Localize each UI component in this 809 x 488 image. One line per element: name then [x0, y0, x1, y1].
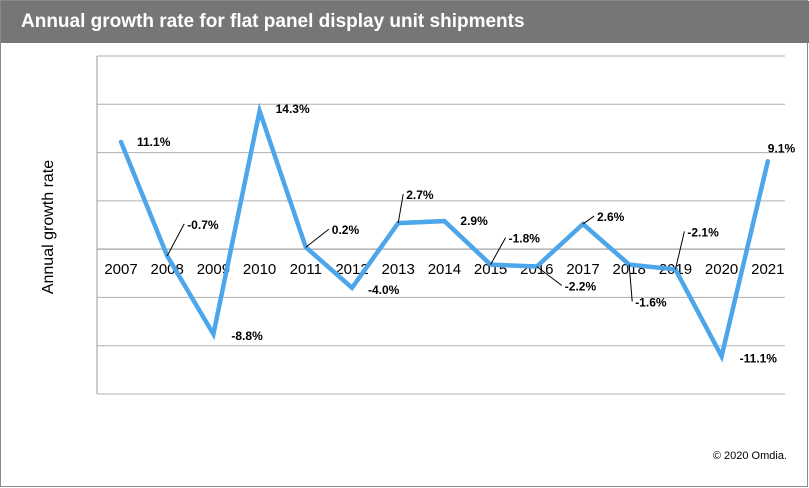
- leader-line: [305, 228, 330, 248]
- x-tick-label: 2021: [751, 261, 784, 278]
- leader-lines: [166, 193, 685, 302]
- data-label: -11.1%: [740, 351, 778, 365]
- x-tick-labels: 2007 2008 2009 2010 2011 2012 2013 2014 2015 2016…: [104, 261, 784, 278]
- leader-line: [536, 266, 563, 286]
- data-label: -1.8%: [509, 232, 541, 246]
- data-label: -2.1%: [687, 225, 719, 239]
- axes: [96, 56, 785, 394]
- leader-line: [628, 264, 633, 302]
- copyright-credit: © 2020 Omdia.: [712, 450, 787, 462]
- x-tick-label: 2011: [290, 261, 322, 278]
- data-label: 2.6%: [597, 210, 625, 224]
- data-label: -8.8%: [231, 329, 263, 343]
- data-label: -2.2%: [565, 280, 597, 294]
- title-bar: Annual growth rate for flat panel displa…: [1, 1, 809, 43]
- chart-title: Annual growth rate for flat panel displa…: [21, 11, 525, 32]
- series-group: [118, 102, 771, 363]
- data-label: -4.0%: [368, 283, 400, 297]
- x-tick-label: 2014: [428, 261, 461, 278]
- leader-line: [490, 237, 507, 265]
- data-label: 2.9%: [460, 214, 488, 228]
- x-tick-label: 2020: [705, 261, 738, 278]
- leader-line: [674, 231, 685, 270]
- data-label: 11.1%: [137, 135, 171, 149]
- leader-line: [582, 215, 595, 225]
- data-label: 0.2%: [332, 223, 360, 237]
- x-tick-label: 2013: [382, 261, 415, 278]
- x-tick-label: 2007: [104, 261, 137, 278]
- x-tick-label: 2009: [197, 261, 230, 278]
- data-label: -1.6%: [635, 296, 667, 310]
- x-tick-label: 2017: [566, 261, 599, 278]
- leader-line: [166, 223, 185, 257]
- data-label: 2.7%: [406, 188, 434, 202]
- data-labels: 11.1% -0.7% -8.8% 14.3% 0.2% -4.0% 2.7% 2.9% -1.…: [137, 102, 795, 365]
- data-label: -0.7%: [187, 218, 219, 232]
- leader-line: [397, 193, 404, 224]
- data-label: 14.3%: [276, 102, 310, 116]
- y-axis-label: Annual growth rate: [40, 160, 57, 294]
- series-line: [118, 102, 771, 363]
- data-label: 9.1%: [768, 141, 796, 155]
- x-tick-label: 2010: [243, 261, 276, 278]
